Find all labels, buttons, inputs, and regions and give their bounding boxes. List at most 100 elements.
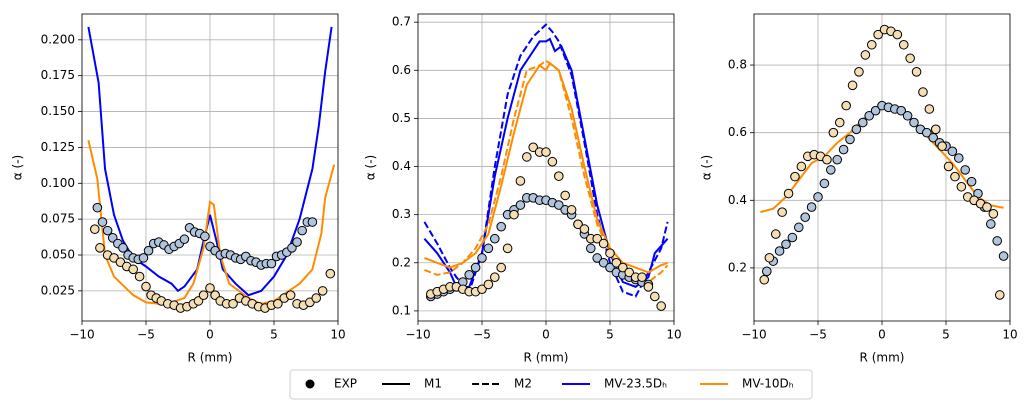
- data-point: [998, 251, 1009, 261]
- data-point: [870, 105, 881, 116]
- data-point: [477, 253, 487, 263]
- y-tick-label: 0.2: [728, 260, 747, 274]
- data-point: [994, 290, 1005, 300]
- data-point: [90, 224, 100, 234]
- legend-label: MV-10Dₕ: [742, 377, 794, 391]
- data-point: [992, 236, 1003, 246]
- data-point: [200, 231, 210, 242]
- data-point: [841, 100, 851, 111]
- data-point: [179, 234, 190, 245]
- data-point: [762, 266, 772, 277]
- y-tick-label: 0.3: [392, 207, 411, 221]
- panel: −10 −5 0 5 10 0.1 0.2 0.3 0.4 0.5 0.6 0.7 R (mm) α (-…: [364, 13, 682, 365]
- x-tick-label: 5: [270, 328, 278, 342]
- data-point: [470, 262, 481, 273]
- axes-frame: [753, 13, 1011, 322]
- x-tick-label: 0: [206, 328, 214, 342]
- x-tick-label: −10: [405, 328, 430, 342]
- data-point: [273, 298, 283, 309]
- x-tick-label: −5: [809, 328, 827, 342]
- x-axis-label: R (mm): [524, 351, 569, 365]
- data-point: [966, 176, 977, 187]
- data-point: [800, 212, 811, 223]
- data-point: [95, 243, 105, 253]
- data-point: [943, 161, 954, 172]
- data-point: [930, 124, 941, 135]
- data-point: [637, 272, 647, 283]
- data-point: [143, 245, 154, 256]
- data-point: [522, 152, 532, 162]
- data-point: [854, 67, 864, 77]
- x-tick-label: 5: [942, 328, 950, 342]
- data-point: [509, 209, 519, 220]
- panel: −10 −5 0 5 10 0.025 0.050 0.075 0.100 0.125 0.150 0…: [11, 13, 346, 365]
- data-point: [541, 147, 551, 157]
- data-point: [483, 279, 494, 290]
- data-point: [774, 246, 785, 256]
- data-point: [490, 233, 500, 244]
- data-point: [515, 200, 526, 210]
- x-axis-label: R (mm): [188, 351, 233, 365]
- data-point: [898, 39, 909, 50]
- data-point: [866, 39, 877, 50]
- y-axis-label: α (-): [700, 155, 714, 180]
- data-point: [813, 192, 823, 202]
- y-tick-label: 0.8: [728, 58, 747, 72]
- y-tick-label: 0.100: [41, 176, 75, 190]
- data-point: [205, 283, 215, 293]
- y-tick-label: 0.175: [41, 68, 75, 82]
- data-point: [982, 202, 992, 212]
- data-point: [954, 153, 964, 163]
- data-point: [783, 188, 794, 199]
- data-point: [317, 286, 328, 296]
- data-point: [97, 217, 108, 227]
- y-tick-label: 0.025: [41, 283, 75, 297]
- data-point: [922, 127, 932, 138]
- data-point: [554, 171, 564, 181]
- y-tick-label: 0.050: [41, 248, 75, 262]
- x-tick-label: −5: [137, 328, 155, 342]
- data-point: [528, 142, 539, 153]
- data-point: [92, 202, 103, 213]
- y-tick-label: 0.125: [41, 140, 75, 154]
- legend-label: EXP: [334, 377, 357, 391]
- data-point: [947, 146, 958, 157]
- data-point: [598, 238, 609, 249]
- data-point: [787, 232, 798, 243]
- data-point: [759, 274, 770, 285]
- data-point: [892, 29, 903, 40]
- data-point: [796, 161, 807, 172]
- data-point: [611, 257, 622, 268]
- data-point: [311, 293, 322, 303]
- data-point: [838, 144, 849, 155]
- data-point: [266, 258, 277, 269]
- data-point: [950, 171, 960, 182]
- y-tick-label: 0.1: [392, 303, 411, 317]
- data-point: [851, 124, 862, 135]
- y-tick-label: 0.150: [41, 104, 75, 118]
- data-point: [560, 190, 571, 201]
- data-point: [605, 248, 615, 258]
- y-axis-label: α (-): [364, 155, 378, 180]
- data-point: [502, 243, 513, 254]
- data-point: [547, 156, 558, 167]
- y-tick-label: 0.6: [728, 125, 747, 139]
- data-point: [515, 176, 526, 186]
- data-point: [860, 50, 871, 60]
- data-point: [490, 272, 500, 283]
- data-point: [918, 87, 928, 97]
- data-point: [554, 200, 564, 210]
- data-point: [650, 291, 660, 302]
- data-point: [794, 222, 804, 233]
- data-point: [198, 290, 209, 300]
- data-point: [307, 217, 318, 227]
- data-point: [483, 243, 494, 254]
- data-point: [297, 225, 307, 236]
- legend-item: EXP: [305, 377, 357, 391]
- data-point: [464, 270, 475, 280]
- data-point: [618, 262, 628, 273]
- data-point: [896, 105, 907, 116]
- panel: −10 −5 0 5 10 0.2 0.4 0.6 0.8 R (mm) α (-): [700, 13, 1018, 365]
- data-point: [228, 298, 238, 309]
